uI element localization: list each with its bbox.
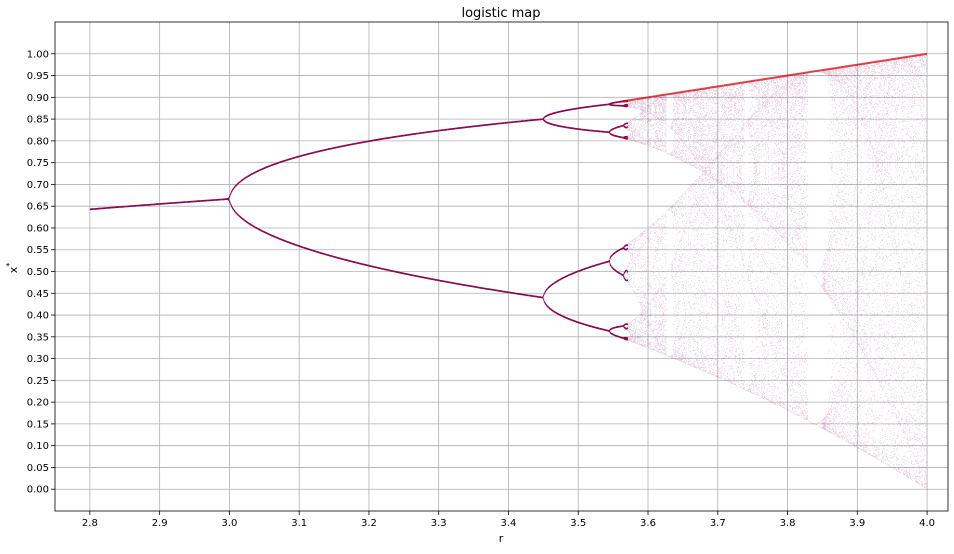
x-tick-label: 3.2 — [361, 518, 377, 529]
y-tick-label: 0.50 — [27, 267, 49, 278]
grid — [55, 22, 948, 511]
y-tick-label: 0.00 — [27, 485, 49, 496]
upper-envelope — [619, 52, 928, 103]
stable-branch — [89, 100, 628, 341]
y-tick-label: 0.15 — [27, 419, 49, 430]
y-tick-label: 1.00 — [27, 49, 49, 60]
x-axis-ticks: 2.8 2.9 3.0 3.1 3.2 3.3 3.4 3.5 3.6 3.7 3.8 3.9 4.0 — [82, 511, 935, 529]
y-tick-label: 0.75 — [27, 158, 49, 169]
y-tick-label: 0.95 — [27, 71, 49, 82]
y-tick-label: 0.40 — [27, 311, 49, 322]
y-tick-label: 0.80 — [27, 136, 49, 147]
bifurcation-curves — [89, 52, 928, 341]
y-tick-label: 0.60 — [27, 223, 49, 234]
chart-title: logistic map — [461, 6, 540, 21]
x-tick-label: 3.5 — [570, 518, 586, 529]
x-axis-label: r — [499, 532, 504, 545]
y-tick-label: 0.70 — [27, 180, 49, 191]
y-tick-label: 0.55 — [27, 245, 49, 256]
y-tick-label: 0.10 — [27, 441, 49, 452]
plot-area — [55, 22, 948, 511]
y-tick-label: 0.25 — [27, 376, 49, 387]
y-tick-label: 0.05 — [27, 463, 49, 474]
y-axis-ticks: 0.00 0.05 0.10 0.15 0.20 0.25 0.30 0.35 0.40 0.45… — [27, 49, 55, 496]
y-tick-label: 0.65 — [27, 202, 49, 213]
x-tick-label: 3.0 — [221, 518, 237, 529]
y-tick-label: 0.90 — [27, 93, 49, 104]
y-tick-label: 0.20 — [27, 398, 49, 409]
x-tick-label: 4.0 — [919, 518, 935, 529]
x-tick-label: 3.3 — [431, 518, 447, 529]
y-tick-label: 0.35 — [27, 332, 49, 343]
x-tick-label: 3.7 — [710, 518, 726, 529]
x-tick-label: 3.4 — [501, 518, 517, 529]
y-tick-label: 0.45 — [27, 289, 49, 300]
y-tick-label: 0.85 — [27, 115, 49, 126]
x-tick-label: 3.1 — [291, 518, 307, 529]
y-tick-label: 0.30 — [27, 354, 49, 365]
plot-frame — [54, 21, 949, 512]
x-tick-label: 3.9 — [849, 518, 865, 529]
x-tick-label: 3.8 — [780, 518, 796, 529]
x-tick-label: 3.6 — [640, 518, 656, 529]
x-tick-label: 2.9 — [152, 518, 168, 529]
y-axis-label: x* — [5, 263, 20, 274]
x-tick-label: 2.8 — [82, 518, 98, 529]
